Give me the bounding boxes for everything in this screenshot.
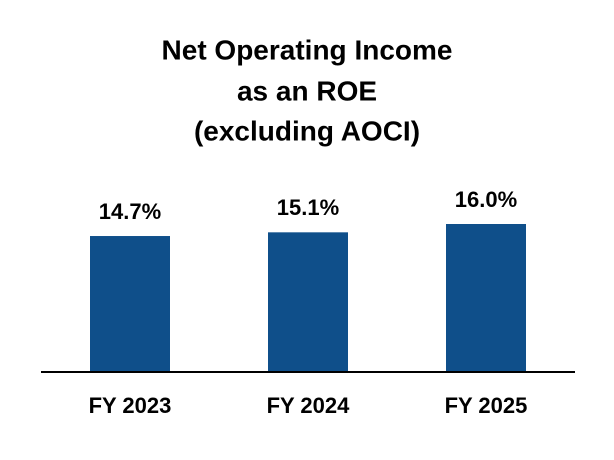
x-tick-label: FY 2023: [89, 393, 172, 418]
x-tick-label: FY 2025: [445, 393, 528, 418]
value-label: 14.7%: [99, 199, 161, 224]
value-label: 16.0%: [455, 187, 517, 212]
chart-title: Net Operating Income: [162, 34, 453, 65]
bar: [90, 236, 170, 372]
value-label: 15.1%: [277, 195, 339, 220]
bar: [268, 232, 348, 372]
chart-title: as an ROE: [237, 75, 377, 106]
x-tick-label: FY 2024: [267, 393, 351, 418]
bar: [446, 224, 526, 372]
chart-title: (excluding AOCI): [194, 115, 420, 146]
